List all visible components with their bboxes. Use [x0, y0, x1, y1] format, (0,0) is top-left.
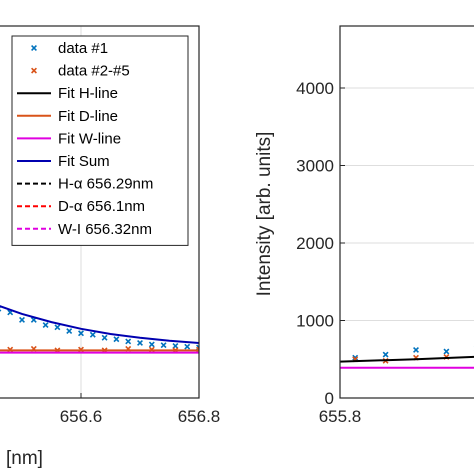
data-point [54, 324, 61, 331]
legend-label: W-I 656.32nm [58, 221, 152, 238]
data-point-b [148, 341, 155, 348]
data-point-a [0, 309, 2, 312]
data-point-a [196, 346, 199, 351]
data-point-b [89, 331, 96, 338]
data-point-b [413, 346, 419, 353]
data-point-b [125, 338, 132, 345]
legend-label: D-α 656.1nm [58, 198, 145, 215]
data-point [382, 351, 389, 358]
y-axis-label: Intensity [arb. units] [254, 132, 275, 297]
data-point [413, 346, 419, 353]
legend-label: H-α 656.29nm [58, 176, 153, 193]
data-point-b [66, 328, 73, 335]
legend-item: H-α 656.29nm [17, 176, 153, 193]
data-point-b [137, 339, 143, 346]
legend-box [11, 35, 189, 246]
legend-label: Fit W-line [58, 130, 121, 147]
grid-lines [339, 26, 474, 399]
legend-marker [31, 45, 37, 51]
legend-marker-b [31, 67, 37, 74]
y-tick-label: 3000 [296, 157, 334, 176]
data-point-b [382, 351, 389, 358]
legend-marker [31, 67, 37, 74]
series-2-line [340, 355, 474, 363]
legend-label: Fit H-line [58, 85, 118, 102]
data-point [42, 322, 49, 329]
plot-area [340, 346, 474, 369]
right-panel: 655.865601000200030004000Intensity [arb.… [254, 25, 474, 426]
legend-label: Fit D-line [58, 108, 118, 125]
legend-item: data #1 [31, 40, 108, 57]
y-tick-label: 2000 [296, 234, 334, 253]
data-point-b [172, 342, 179, 349]
data-point [352, 354, 359, 361]
data-point-b [78, 330, 84, 337]
data-point [184, 343, 191, 350]
y-tick-label: 0 [325, 389, 334, 408]
series-5-line [0, 305, 199, 344]
series-0-markers [352, 346, 474, 361]
data-point [137, 339, 143, 346]
legend-item: Fit Sum [17, 153, 110, 170]
data-point [19, 316, 25, 323]
x-tick-label: 656.6 [60, 407, 103, 426]
data-point-b [54, 324, 61, 331]
legend-label: data #2-#5 [58, 63, 130, 80]
legend-item: Fit H-line [17, 85, 118, 102]
y-tick-label: 4000 [296, 79, 334, 98]
legend-label: data #1 [58, 40, 108, 57]
data-point [113, 336, 120, 343]
legend-item: data #2-#5 [31, 63, 130, 80]
data-point [125, 338, 132, 345]
x-tick-label: 656.8 [178, 407, 221, 426]
y-tick-label: 1000 [296, 312, 334, 331]
legend-item: W-I 656.32nm [17, 221, 152, 238]
data-point-b [42, 322, 49, 329]
axes-box [339, 25, 474, 399]
data-point [66, 328, 73, 335]
data-point [78, 330, 84, 337]
x-tick-label: 655.8 [319, 407, 362, 426]
plot-area [0, 305, 199, 354]
data-point-a [196, 344, 199, 349]
data-point [89, 331, 96, 338]
data-point-b [19, 316, 25, 323]
data-point-b [113, 336, 120, 343]
legend-marker-b [31, 45, 37, 51]
data-point [101, 334, 108, 341]
axes-box [0, 25, 200, 399]
data-point [160, 342, 167, 349]
data-point-b [160, 342, 167, 349]
data-point [443, 348, 450, 355]
legend-item: D-α 656.1nm [17, 198, 145, 215]
data-point-b [184, 343, 191, 350]
data-point-b [352, 354, 359, 361]
data-point [172, 342, 179, 349]
legend-item: Fit W-line [17, 130, 121, 147]
data-point [148, 341, 155, 348]
legend: data #1 data #2-#5 Fit H-line Fit D-line Fit… [11, 35, 189, 246]
legend-item: Fit D-line [17, 108, 118, 125]
legend-label: Fit Sum [58, 153, 110, 170]
data-point-b [101, 334, 108, 341]
series-0-markers [0, 305, 199, 351]
data-point-b [443, 348, 450, 355]
x-axis-label: [nm] [6, 448, 43, 469]
